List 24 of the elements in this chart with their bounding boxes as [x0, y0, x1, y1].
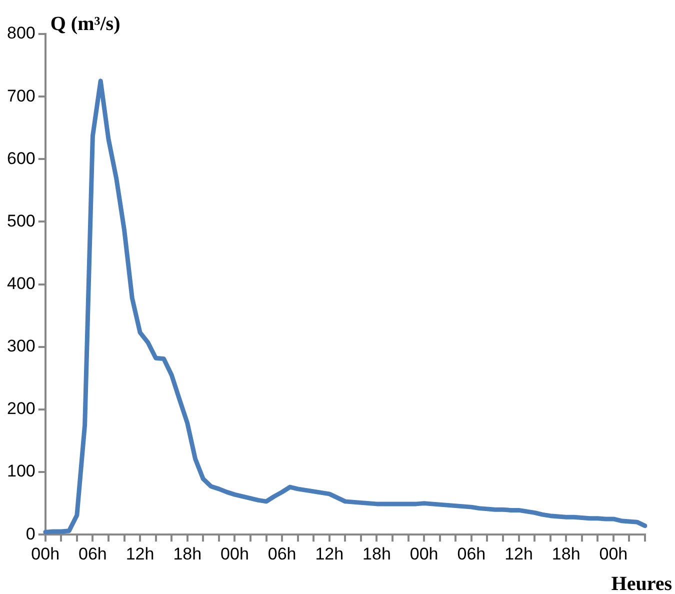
x-tick-label: 18h [173, 544, 202, 564]
x-tick-label: 06h [78, 544, 107, 564]
y-tick-label: 300 [6, 336, 36, 356]
x-tick-label: 06h [457, 544, 486, 564]
y-tick-label: 200 [6, 399, 36, 418]
x-tick-label: 00h [599, 544, 628, 564]
x-tick-label: 18h [362, 544, 391, 564]
y-tick-label: 800 [6, 24, 36, 43]
y-axis-title: Q (m³/s) [50, 13, 120, 35]
y-tick-label: 700 [6, 86, 36, 106]
y-tick-label: 100 [6, 462, 36, 481]
x-tick-label: 00h [220, 544, 249, 564]
y-tick-label: 0 [26, 524, 36, 544]
x-tick-label: 12h [504, 544, 533, 564]
x-tick-label: 00h [31, 544, 60, 564]
x-axis-title: Heures [611, 573, 672, 594]
y-tick-label: 600 [6, 148, 36, 168]
x-tick-label: 06h [268, 544, 296, 564]
x-tick-label: 12h [315, 544, 344, 564]
y-tick-label: 500 [6, 211, 36, 230]
x-tick-label: 00h [410, 544, 438, 564]
x-tick-label: 18h [552, 544, 580, 564]
x-tick-label: 12h [126, 544, 154, 564]
y-tick-label: 400 [6, 274, 36, 293]
